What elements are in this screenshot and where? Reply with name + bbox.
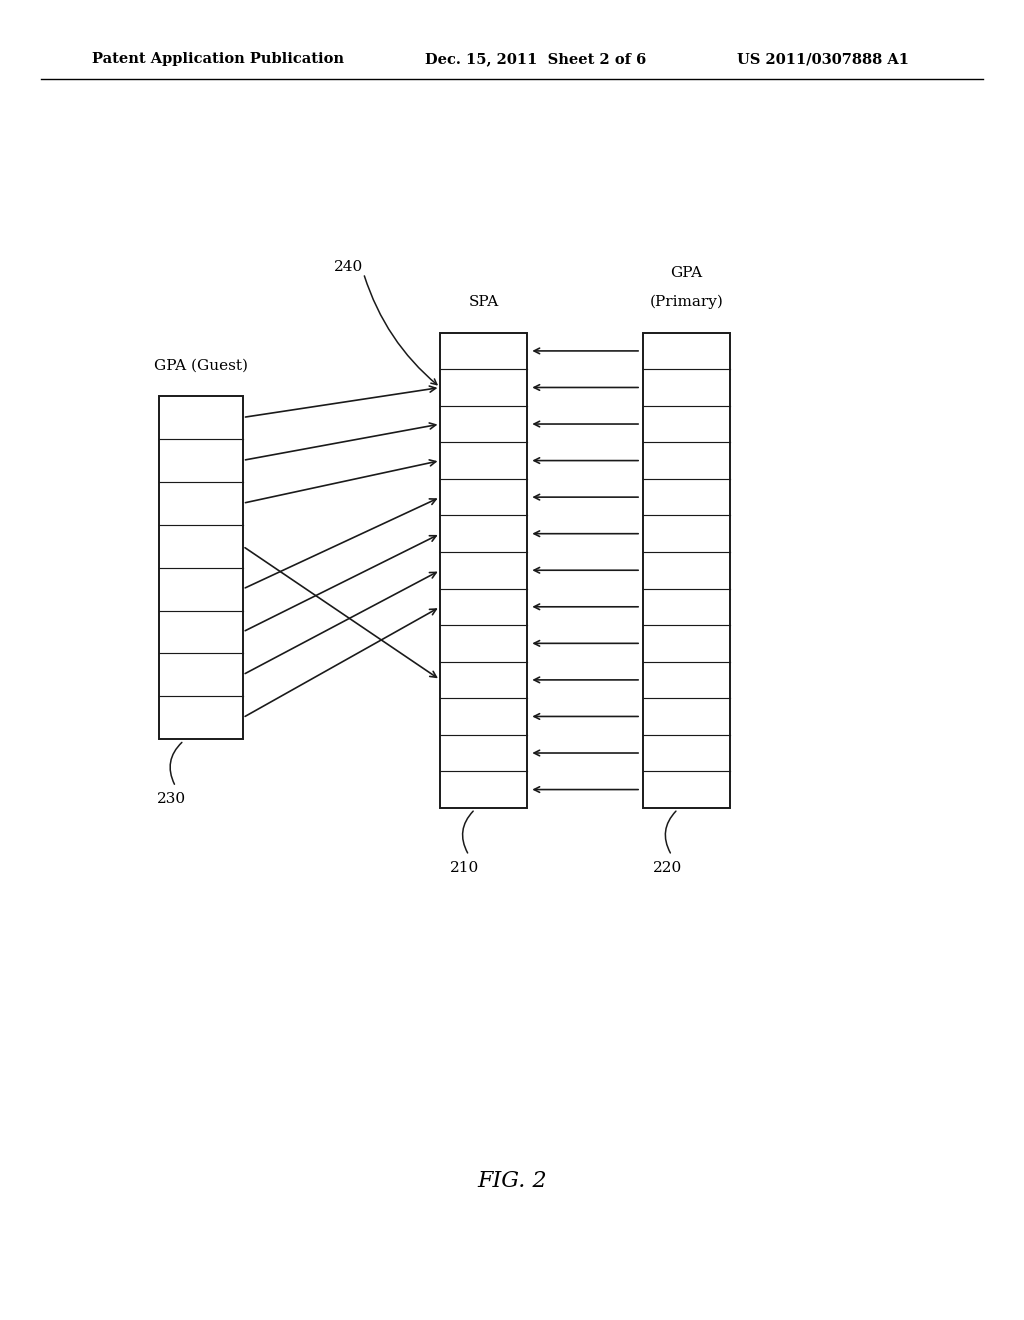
Text: GPA (Guest): GPA (Guest)	[154, 358, 248, 372]
Text: US 2011/0307888 A1: US 2011/0307888 A1	[737, 53, 909, 66]
Text: 210: 210	[451, 861, 479, 875]
Text: 220: 220	[653, 861, 682, 875]
Text: 230: 230	[157, 792, 186, 807]
Text: SPA: SPA	[469, 294, 499, 309]
Text: (Primary): (Primary)	[649, 294, 724, 309]
Text: FIG. 2: FIG. 2	[477, 1171, 547, 1192]
Bar	[159, 396, 243, 739]
Text: GPA: GPA	[671, 265, 702, 280]
Text: Dec. 15, 2011  Sheet 2 of 6: Dec. 15, 2011 Sheet 2 of 6	[425, 53, 646, 66]
Text: Patent Application Publication: Patent Application Publication	[92, 53, 344, 66]
Text: 240: 240	[334, 260, 362, 273]
Bar	[440, 333, 527, 808]
Bar	[643, 333, 730, 808]
